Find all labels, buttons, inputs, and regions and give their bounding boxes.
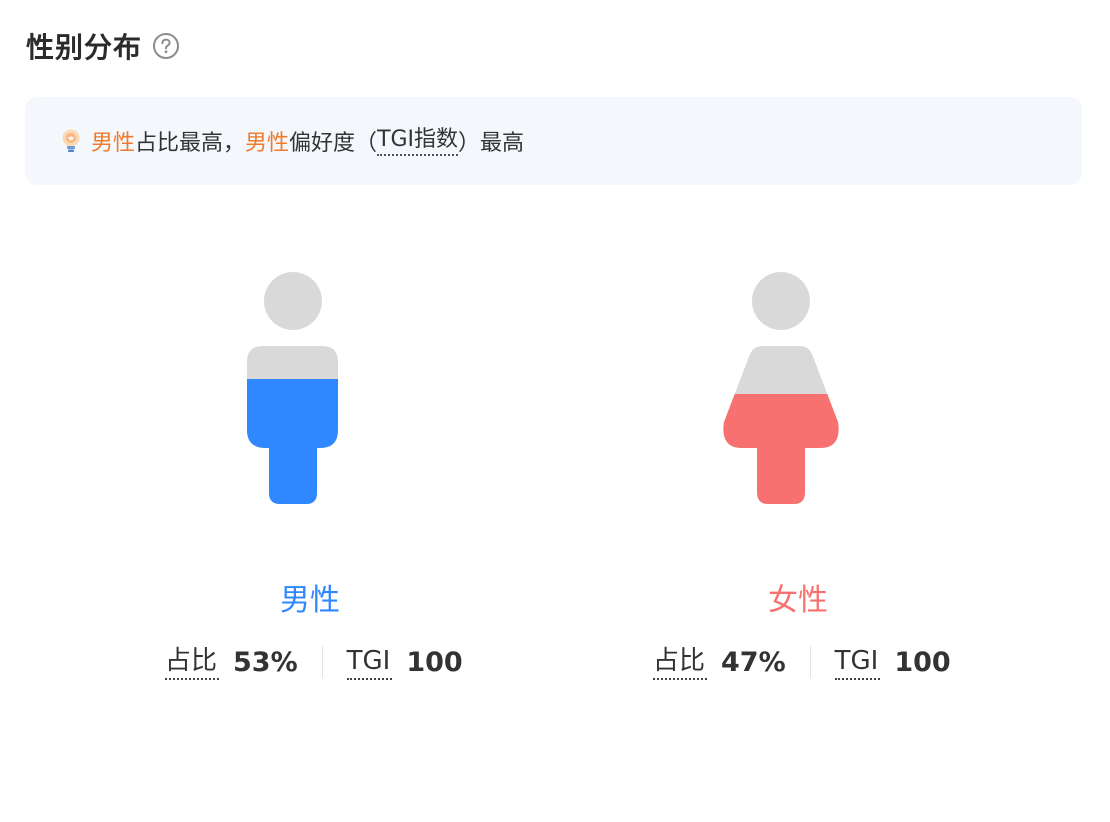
divider: [321, 646, 323, 678]
male-tgi-label[interactable]: TGI: [346, 644, 393, 680]
question-circle-icon[interactable]: [152, 32, 180, 60]
male-share-label[interactable]: 占比: [165, 644, 220, 680]
male-figure-icon: [240, 270, 350, 514]
page-title: 性别分布: [26, 31, 143, 64]
female-share-value: 47%: [721, 646, 786, 678]
tip-text-3: ）最高: [458, 131, 525, 156]
divider: [809, 646, 811, 678]
male-label: 男性: [280, 583, 340, 618]
female-tgi-value: 100: [894, 646, 951, 678]
female-label: 女性: [768, 583, 828, 618]
female-tgi-label[interactable]: TGI: [834, 644, 881, 680]
tip-highlight-male: 男性: [91, 131, 136, 156]
section-header: 性别分布: [26, 24, 180, 68]
male-share-value: 53%: [233, 646, 298, 678]
tip-text-2: 偏好度（: [289, 131, 378, 156]
insight-tip-box: 男性 占比最高， 男性 偏好度（ TGI指数 ）最高: [25, 97, 1082, 185]
female-figure-icon: [720, 270, 844, 514]
lightbulb-icon: [59, 128, 83, 154]
male-share-fill: [247, 379, 338, 504]
male-tgi-value: 100: [406, 646, 463, 678]
tip-text: 占比最高，: [135, 131, 246, 156]
male-stats: 占比 53% TGI 100: [165, 640, 463, 684]
tgi-index-term[interactable]: TGI指数: [377, 126, 459, 156]
tip-highlight-male-2: 男性: [245, 131, 290, 156]
female-share-label[interactable]: 占比: [653, 644, 708, 680]
female-stats: 占比 47% TGI 100: [653, 640, 951, 684]
female-share-fill: [723, 394, 839, 504]
